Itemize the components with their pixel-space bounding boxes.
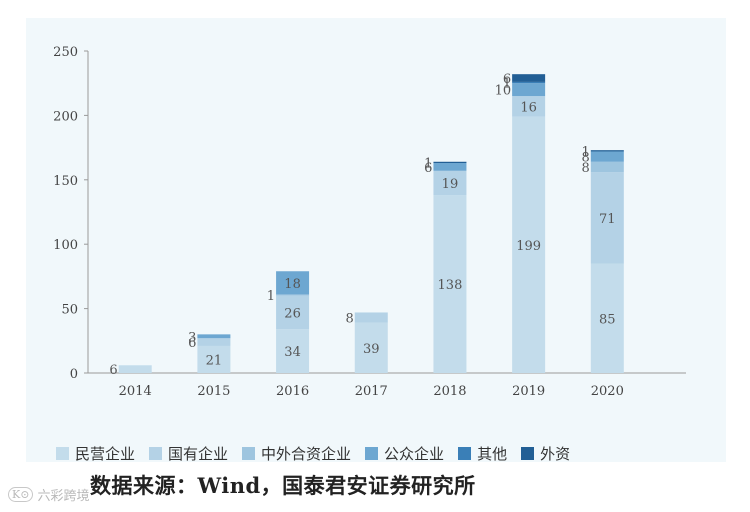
y-tick-label: 200 (53, 109, 78, 124)
legend-swatch (56, 447, 69, 460)
legend-item: 民营企业 (56, 443, 135, 464)
bar-segment (590, 151, 624, 162)
legend-label: 民营企业 (75, 445, 136, 463)
legend-label: 公众企业 (384, 445, 445, 463)
x-tick-label: 2016 (276, 384, 309, 399)
data-label: 1 (503, 77, 511, 92)
data-label: 8 (582, 161, 590, 176)
data-label: 138 (438, 278, 463, 293)
legend-swatch (365, 447, 379, 460)
data-label: 8 (582, 151, 590, 166)
data-label: 16 (520, 100, 537, 115)
data-label: 34 (284, 345, 301, 360)
legend-item: 中外合资企业 (242, 443, 351, 464)
bar-segment (276, 271, 310, 295)
data-label: 3 (188, 330, 196, 345)
bar-segment (590, 172, 624, 264)
legend: 民营企业 国有企业 中外合资企业 公众企业 其他 外资 (56, 443, 570, 464)
data-label: 1 (582, 145, 590, 160)
legend-label: 中外合资企业 (261, 445, 352, 463)
bar-segment (590, 150, 624, 152)
bar-segment (197, 345, 231, 373)
bar-segment (590, 263, 624, 373)
legend-label: 外资 (540, 445, 571, 463)
legend-swatch (242, 447, 256, 460)
bar-segment (433, 161, 467, 164)
source-note: 数据来源：Wind，国泰君安证券研究所 (90, 473, 476, 498)
bar-segment (512, 116, 546, 374)
bar-segment (512, 83, 546, 97)
y-tick-label: 150 (53, 174, 78, 189)
legend-swatch (149, 447, 163, 460)
data-label: 8 (345, 312, 353, 327)
x-tick-label: 2015 (197, 384, 230, 399)
bar-segment (276, 295, 310, 330)
bar-segment (354, 312, 388, 323)
stacked-bar-chart: 0501001502002506201421632015342611820163… (53, 45, 686, 399)
bar-segment (354, 322, 388, 373)
bar-segment (118, 365, 152, 373)
watermark-logo: K⊙ (8, 487, 34, 502)
data-label: 6 (188, 336, 196, 351)
bar-segment (433, 170, 467, 196)
y-tick-label: 100 (53, 238, 78, 253)
data-label: 10 (495, 84, 512, 99)
x-tick-label: 2020 (591, 384, 624, 399)
data-label: 6 (424, 161, 432, 176)
data-label: 1 (424, 156, 432, 171)
data-label: 6 (503, 72, 511, 87)
bar-segment (512, 96, 546, 117)
bar-segment (276, 329, 310, 373)
y-tick-label: 250 (53, 45, 78, 60)
watermark: K⊙ 六彩跨境 (8, 485, 89, 504)
legend-item: 公众企业 (365, 443, 444, 464)
watermark-text: 六彩跨境 (37, 489, 90, 504)
x-tick-label: 2019 (512, 384, 545, 399)
legend-swatch (521, 447, 535, 460)
data-label: 18 (284, 277, 301, 292)
data-label: 21 (206, 353, 223, 368)
legend-item: 外资 (521, 443, 570, 464)
chart-panel: 0 50 100 150 200 250 6 2014 21 6 3 2015 34 26 1 18 2016 3… (26, 18, 726, 464)
data-label: 26 (284, 306, 301, 321)
legend-label: 国有企业 (168, 445, 229, 463)
legend-swatch (458, 447, 472, 460)
legend-item: 其他 (458, 443, 507, 464)
y-tick-label: 50 (61, 303, 78, 318)
bar-segment (197, 338, 231, 346)
bar-segment (590, 161, 624, 173)
bar-segment (433, 163, 467, 171)
data-label: 85 (599, 312, 616, 327)
bar-segment (197, 334, 231, 339)
data-label: 19 (442, 177, 459, 192)
bar-segment (512, 81, 546, 84)
data-label: 199 (516, 239, 541, 254)
legend-item: 国有企业 (149, 443, 228, 464)
x-tick-label: 2018 (433, 384, 466, 399)
bar-segment (512, 74, 546, 82)
bar-segment (276, 294, 310, 296)
legend-label: 其他 (477, 445, 508, 463)
data-label: 1 (267, 289, 275, 304)
x-tick-label: 2014 (119, 384, 152, 399)
data-label: 39 (363, 342, 380, 357)
y-tick-label: 0 (70, 367, 78, 382)
x-tick-label: 2017 (355, 384, 388, 399)
data-label: 6 (109, 363, 117, 378)
bar-segment (433, 195, 467, 373)
data-label: 71 (599, 212, 616, 227)
